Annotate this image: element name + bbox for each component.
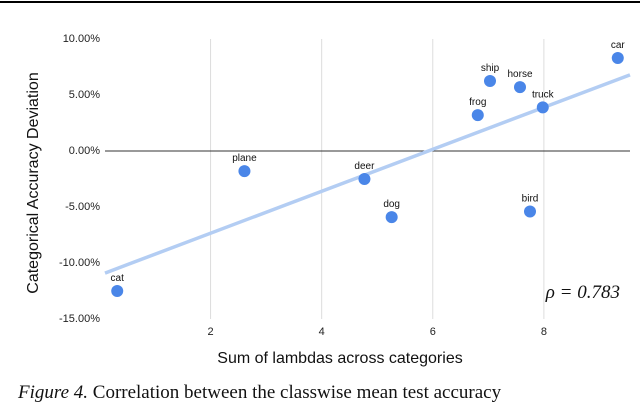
point [524,205,536,218]
point [514,81,526,94]
point [536,101,549,114]
y-axis-title: Categorical Accuracy Deviation [25,72,42,293]
plot-area: 2 4 6 8 -15.00% -10.00% -5.00% 0.00% 5.00% 10.00%… [59,33,631,338]
point-label: dog [383,199,400,210]
y-tick-label: -10.00% [59,257,100,269]
point [358,173,371,185]
point-label: horse [507,69,532,80]
point [484,75,496,87]
point-label: deer [354,161,375,172]
y-tick-label: 10.00% [63,33,101,45]
x-axis-title: Sum of lambdas across categories [217,350,462,367]
point-label: truck [532,89,555,100]
point-label: car [611,40,626,51]
point-label: cat [111,273,125,284]
caption-text: Correlation between the classwise mean t… [93,382,502,402]
y-tick-label: -5.00% [65,201,100,213]
point-label: ship [481,63,500,74]
point [611,52,624,65]
x-tick-label: 6 [430,326,436,338]
caption: Figure 4. Correlation between the classw… [17,382,502,402]
point [385,211,398,224]
point-label: bird [522,193,539,204]
y-tick-label: -15.00% [59,313,100,325]
x-tick-label: 2 [207,326,213,338]
point [471,109,484,122]
point-label: frog [469,97,486,108]
x-tick-label: 8 [541,326,547,338]
y-tick-label: 5.00% [69,89,100,101]
annotation: ρ = 0.783 [545,282,620,303]
caption-label: Figure 4. [17,382,88,402]
point-label: plane [232,153,257,164]
x-tick-label: 4 [319,326,325,338]
point [238,165,251,178]
y-tick-label: 0.00% [69,145,100,157]
point [111,285,124,297]
